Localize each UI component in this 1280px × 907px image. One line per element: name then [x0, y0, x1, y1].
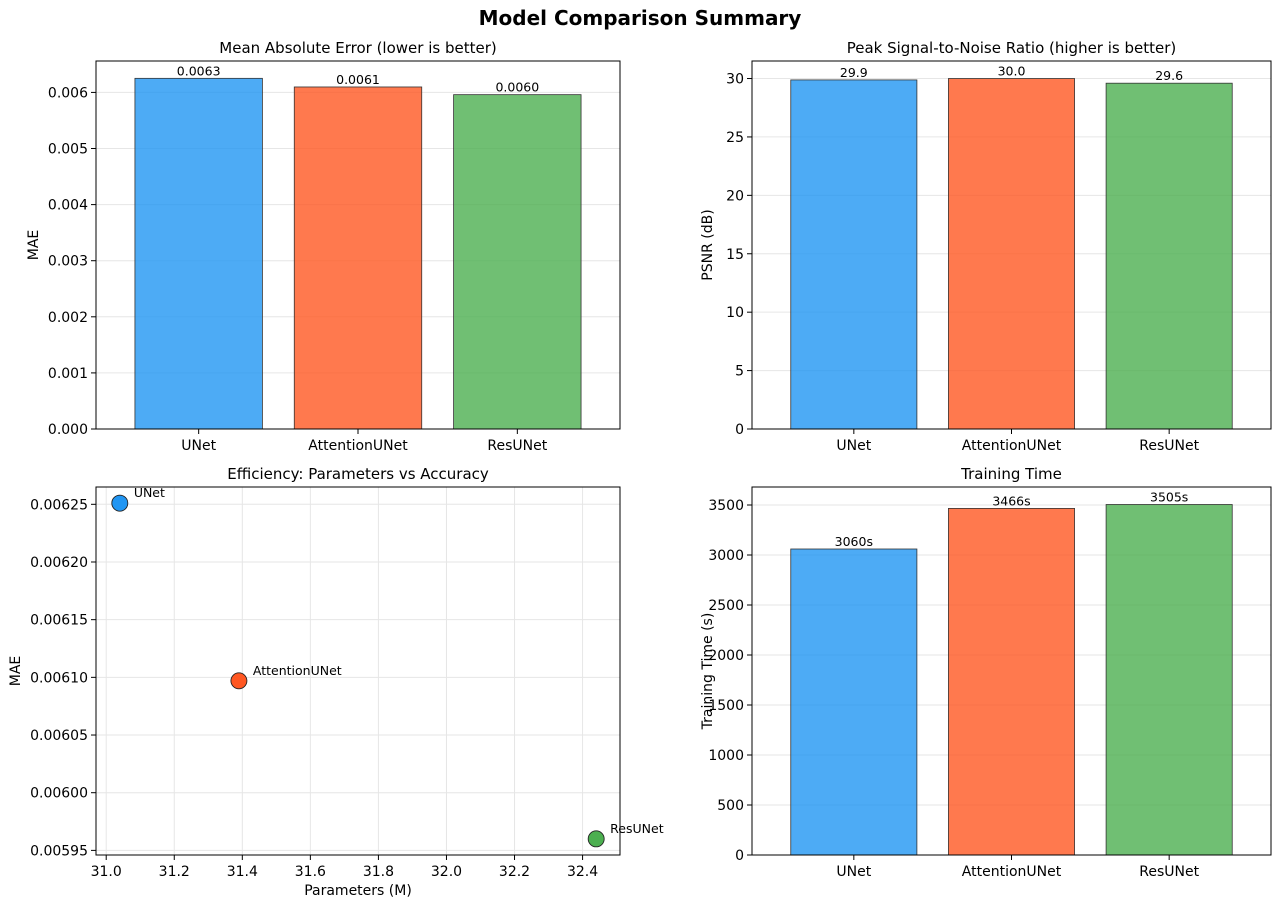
- x-tick-label-ResUNet: ResUNet: [1139, 864, 1199, 880]
- y-tick-label: 0: [735, 848, 744, 864]
- point-AttentionUNet: [230, 672, 248, 690]
- panel-efficiency: 31.0 31.2 31.4 31.6 31.8 32.0 32.2 32.4 UNet Atte…: [8, 465, 664, 899]
- y-tick-label: 0.00620: [30, 555, 88, 571]
- panel-title: Efficiency: Parameters vs Accuracy: [227, 465, 489, 483]
- y-tick-label: 3000: [708, 548, 744, 564]
- bar-ResUNet: [453, 94, 582, 430]
- axes-frame: [751, 60, 1272, 430]
- y-axis-label: MAE: [26, 230, 42, 261]
- y-tick-label: 2000: [708, 648, 744, 664]
- point-ResUNet: [587, 830, 605, 848]
- y-tick-label: 0.003: [48, 254, 88, 270]
- axes-frame: [751, 486, 1272, 856]
- y-tick-label: 1500: [708, 698, 744, 714]
- value-label-AttentionUNet: 30.0: [998, 64, 1026, 79]
- y-tick-label: 25: [726, 130, 744, 146]
- panel-title: Training Time: [960, 465, 1062, 483]
- value-label-AttentionUNet: 0.0061: [336, 72, 380, 87]
- bar-ResUNet: [1105, 504, 1233, 856]
- value-label-UNet: 29.9: [840, 65, 868, 80]
- bar-UNet: [790, 79, 918, 430]
- y-tick-label: 0.002: [48, 310, 88, 326]
- x-tick-label: 31.4: [227, 864, 258, 880]
- x-tick-label-UNet: UNet: [181, 438, 216, 454]
- y-tick-label: 0.006: [48, 85, 88, 101]
- x-axis-label: Parameters (M): [304, 883, 412, 899]
- bar-AttentionUNet: [948, 78, 1075, 430]
- y-tick-label: 1000: [708, 748, 744, 764]
- x-tick-label: 31.0: [91, 864, 122, 880]
- figure-title: Model Comparison Summary: [479, 6, 802, 30]
- point-UNet: [111, 494, 129, 512]
- x-tick-label: 31.2: [159, 864, 190, 880]
- y-axis-label: PSNR (dB): [700, 209, 716, 280]
- bar-AttentionUNet: [948, 507, 1075, 856]
- y-axis-label: Training Time (s): [700, 613, 716, 731]
- value-label-ResUNet: 3505s: [1150, 490, 1188, 505]
- panel-title: Peak Signal-to-Noise Ratio (higher is be…: [847, 39, 1177, 57]
- y-tick-label: 500: [717, 798, 744, 814]
- point-label-ResUNet: ResUNet: [610, 821, 664, 836]
- x-tick-label-AttentionUNet: AttentionUNet: [308, 438, 408, 454]
- x-tick-label: 32.2: [499, 864, 530, 880]
- x-tick-label: 31.6: [295, 864, 326, 880]
- x-tick-label: 32.4: [567, 864, 598, 880]
- y-tick-label: 30: [726, 72, 744, 88]
- bar-UNet: [134, 77, 263, 430]
- y-tick-label: 5: [735, 364, 744, 380]
- panel-psnr: 29.9 UNet 30.0 AttentionUNet 29.6 ResUNet 0 5 10…: [700, 39, 1272, 454]
- point-label-UNet: UNet: [134, 485, 165, 500]
- bar-UNet: [790, 548, 918, 856]
- value-label-UNet: 3060s: [835, 534, 873, 549]
- x-tick-label: 31.8: [363, 864, 394, 880]
- axes-frame: [95, 60, 621, 430]
- panel-title: Mean Absolute Error (lower is better): [219, 39, 496, 57]
- x-tick-label-UNet: UNet: [836, 864, 871, 880]
- value-label-ResUNet: 29.6: [1155, 68, 1183, 83]
- x-tick-label-UNet: UNet: [836, 438, 871, 454]
- y-tick-label: 20: [726, 188, 744, 204]
- y-tick-label: 0.00595: [30, 843, 88, 859]
- x-tick-label-AttentionUNet: AttentionUNet: [962, 438, 1062, 454]
- panel-training: 3060s UNet 3466s AttentionUNet 3505s ResUNet 0…: [700, 465, 1272, 880]
- x-tick-label: 32.0: [431, 864, 462, 880]
- y-tick-label: 0.004: [48, 198, 88, 214]
- y-tick-label: 0.00605: [30, 728, 88, 744]
- x-tick-label-AttentionUNet: AttentionUNet: [962, 864, 1062, 880]
- value-label-ResUNet: 0.0060: [495, 80, 539, 95]
- y-tick-label: 2500: [708, 598, 744, 614]
- axes-frame: [95, 486, 621, 856]
- point-label-AttentionUNet: AttentionUNet: [253, 663, 342, 678]
- value-label-UNet: 0.0063: [177, 63, 221, 78]
- y-axis-label: MAE: [8, 656, 24, 687]
- y-tick-label: 0: [735, 422, 744, 438]
- y-tick-label: 0.000: [48, 422, 88, 438]
- y-tick-label: 0.00615: [30, 613, 88, 629]
- x-tick-label-ResUNet: ResUNet: [1139, 438, 1199, 454]
- y-tick-label: 0.00625: [30, 497, 88, 513]
- bar-AttentionUNet: [293, 86, 423, 430]
- y-tick-label: 15: [726, 247, 744, 263]
- y-tick-label: 0.001: [48, 366, 88, 382]
- y-tick-label: 0.00610: [30, 670, 88, 686]
- bar-ResUNet: [1105, 82, 1233, 430]
- y-tick-label: 0.00600: [30, 786, 88, 802]
- y-tick-label: 10: [726, 305, 744, 321]
- y-tick-label: 0.005: [48, 142, 88, 158]
- panel-mae: 0.0063 UNet 0.0061 AttentionUNet 0.0060 ResUN…: [26, 39, 621, 454]
- y-tick-label: 3500: [708, 498, 744, 514]
- value-label-AttentionUNet: 3466s: [992, 493, 1030, 508]
- x-tick-label-ResUNet: ResUNet: [487, 438, 547, 454]
